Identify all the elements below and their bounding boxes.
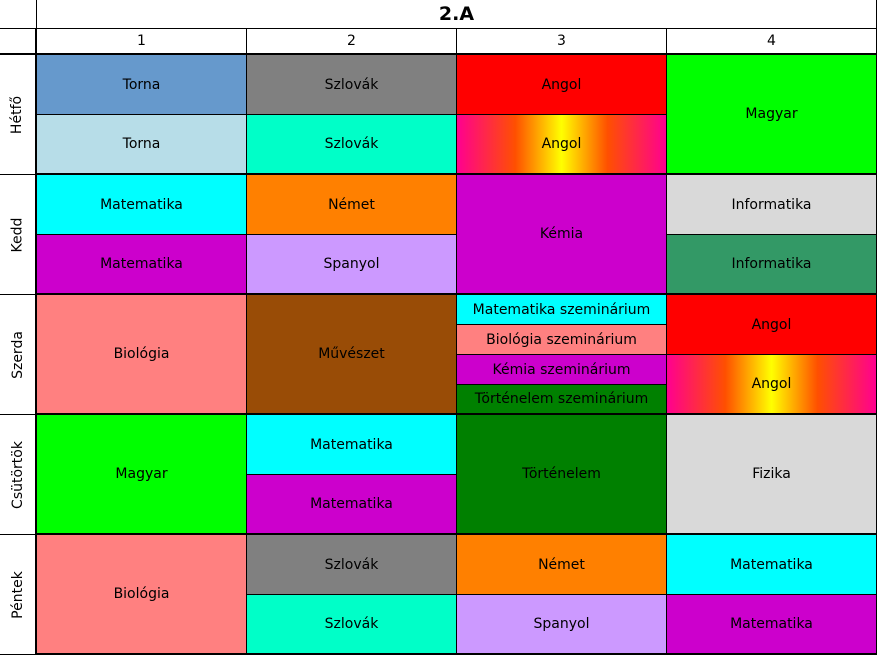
lesson-cell: Biológia [37,295,247,415]
lesson-cell: Magyar [37,415,247,535]
lesson-cell: Magyar [667,55,877,175]
lesson-cell: Torna [37,115,247,175]
lesson-cell: Kémia szeminárium [457,355,667,385]
lesson-cell: Szlovák [247,535,457,595]
timetable-title: 2.A [37,0,877,29]
day-label: Péntek [0,535,37,655]
lesson-cell: Angol [457,115,667,175]
lesson-cell: Spanyol [457,595,667,655]
lesson-cell: Matematika [667,535,877,595]
lesson-cell: Torna [37,55,247,115]
lesson-cell: Matematika [247,415,457,475]
lesson-cell: Angol [667,295,877,355]
lesson-cell: Matematika [37,175,247,235]
lesson-cell: Történelem [457,415,667,535]
lesson-cell: Német [457,535,667,595]
lesson-cell: Szlovák [247,55,457,115]
lesson-cell: Szlovák [247,115,457,175]
lesson-cell: Fizika [667,415,877,535]
lesson-cell: Szlovák [247,595,457,655]
lesson-cell: Matematika [667,595,877,655]
day-name: Hétfő [9,95,26,134]
column-header: 2 [247,29,457,55]
day-label: Szerda [0,295,37,415]
corner [0,0,37,29]
lesson-cell: Informatika [667,175,877,235]
lesson-cell: Biológia [37,535,247,655]
lesson-cell: Történelem szeminárium [457,385,667,415]
corner [0,29,37,55]
lesson-cell: Matematika [37,235,247,295]
lesson-cell: Spanyol [247,235,457,295]
lesson-cell: Angol [667,355,877,415]
day-name: Kedd [9,217,26,252]
column-header: 3 [457,29,667,55]
lesson-cell: Angol [457,55,667,115]
lesson-cell: Kémia [457,175,667,295]
day-name: Csütörtök [9,440,26,509]
day-label: Csütörtök [0,415,37,535]
lesson-cell: Német [247,175,457,235]
day-name: Szerda [9,330,26,379]
day-label: Hétfő [0,55,37,175]
lesson-cell: Művészet [247,295,457,415]
day-name: Péntek [9,570,26,619]
day-label: Kedd [0,175,37,295]
column-header: 4 [667,29,877,55]
column-header: 1 [37,29,247,55]
lesson-cell: Matematika [247,475,457,535]
lesson-cell: Biológia szeminárium [457,325,667,355]
lesson-cell: Informatika [667,235,877,295]
lesson-cell: Matematika szeminárium [457,295,667,325]
